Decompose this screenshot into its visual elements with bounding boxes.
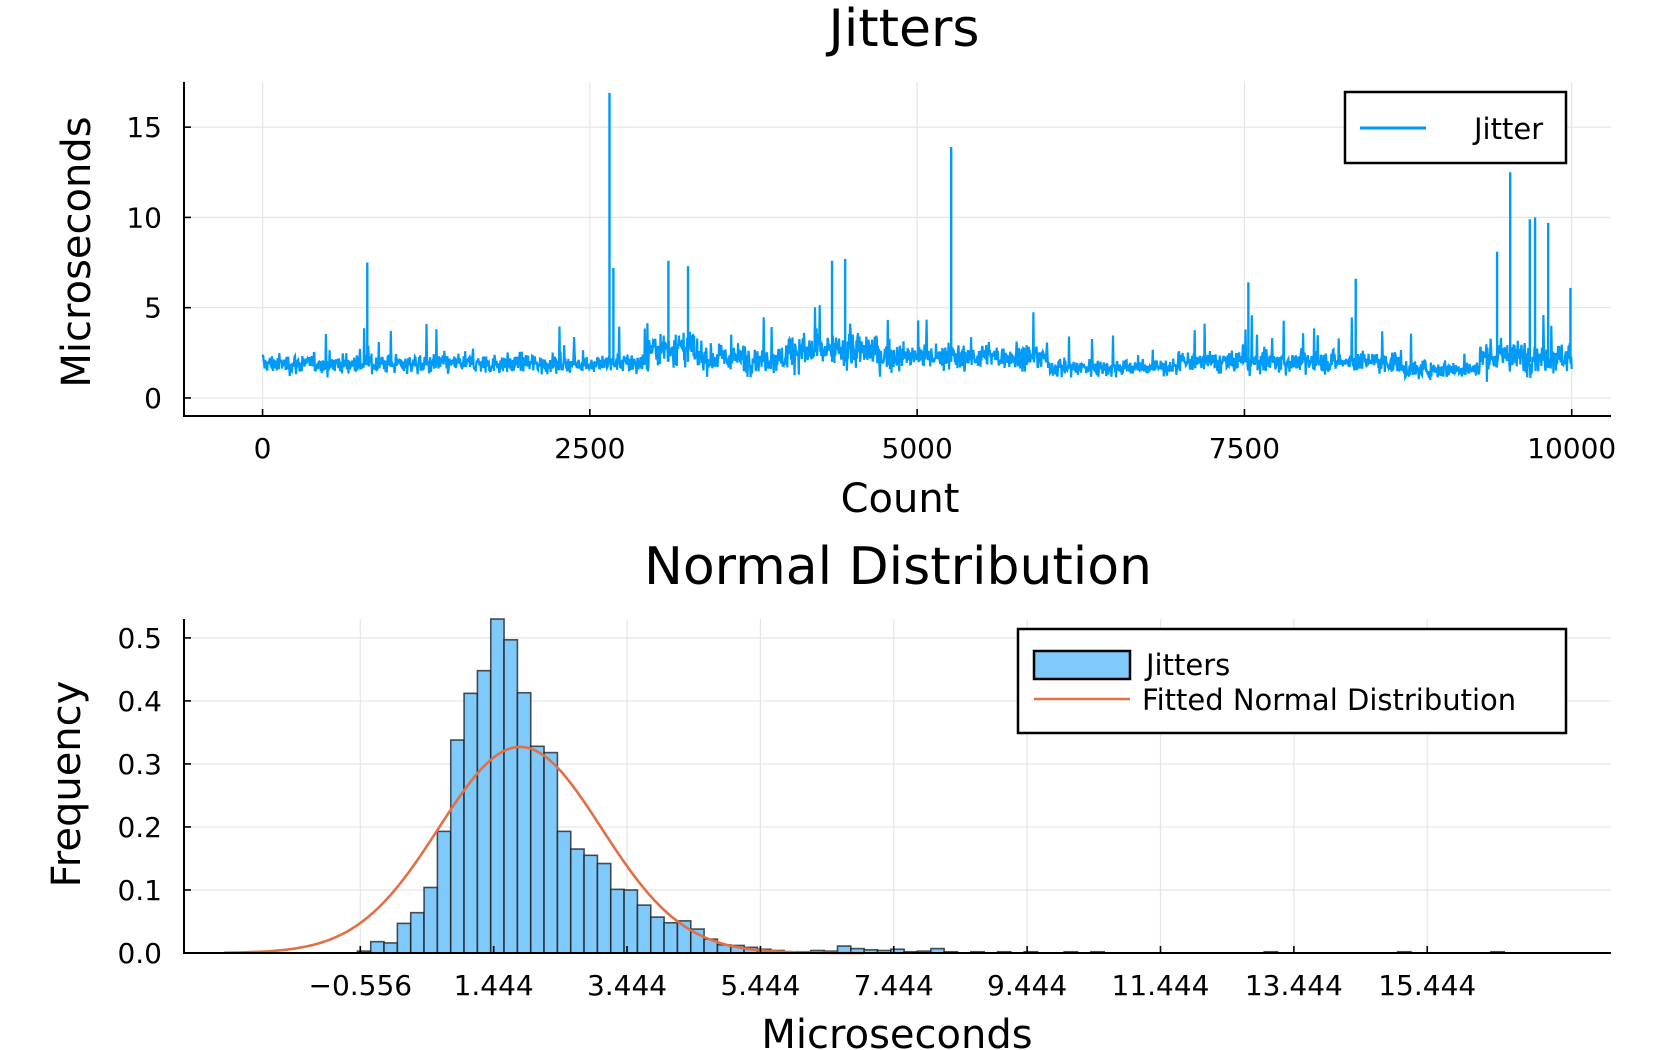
chart2-histogram-bar xyxy=(383,942,399,954)
chart2-xtick-label: 7.444 xyxy=(854,969,934,1002)
chart1-xtick-label: 10000 xyxy=(1527,432,1616,465)
chart1-ytick-label: 5 xyxy=(144,292,162,325)
chart1-ytick-label: 0 xyxy=(144,382,162,415)
chart2-histogram-bar xyxy=(596,862,612,954)
chart2-xtick-label: 15.444 xyxy=(1378,969,1476,1002)
chart1-xtick-label: 7500 xyxy=(1209,432,1280,465)
chart1-axes xyxy=(183,82,1611,417)
chart2-histogram-bar xyxy=(556,830,572,954)
chart2-histogram-bar xyxy=(529,745,545,954)
chart1-axis-lines xyxy=(183,82,1611,417)
chart2-ytick-label: 0.3 xyxy=(117,748,162,781)
chart2-histogram-bar xyxy=(463,692,479,954)
chart2-xtick-label: 11.444 xyxy=(1112,969,1210,1002)
chart2-series-fitted-normal xyxy=(224,745,865,955)
chart2-ytick-label: 0.5 xyxy=(117,622,162,655)
chart2-ylabel: Frequency xyxy=(44,681,90,888)
chart2-xlabel: Microseconds xyxy=(761,1012,1032,1050)
chart2-xtick-label: 3.444 xyxy=(587,969,667,1002)
chart2-histogram-bar xyxy=(609,888,625,954)
chart2-histogram-bar xyxy=(449,739,465,954)
chart2-histogram-bar xyxy=(663,921,679,954)
chart2-xtick-label: 1.444 xyxy=(454,969,534,1002)
chart2-histogram-bar xyxy=(583,854,599,954)
chart1-tick-labels: 0 2500 5000 7500 10000 0 5 10 15 xyxy=(126,111,1616,465)
chart1-ytick-label: 10 xyxy=(126,201,162,234)
chart1-series-jitter xyxy=(261,305,1573,382)
chart1-xtick-label: 5000 xyxy=(882,432,953,465)
chart2-legend-swatch-jitters xyxy=(1032,649,1132,681)
chart2-xtick-label: 5.444 xyxy=(720,969,800,1002)
chart1-plot-area xyxy=(261,92,1573,382)
chart2-legend: Jitters Fitted Normal Distribution xyxy=(1016,627,1568,735)
chart1-xlabel: Count xyxy=(841,476,960,522)
chart2-histogram-bar xyxy=(649,916,665,954)
chart2-title: Normal Distribution xyxy=(644,537,1152,597)
chart1-xtick-label: 2500 xyxy=(554,432,625,465)
chart1-xtick-label: 0 xyxy=(254,432,272,465)
chart2-legend-label-jitters: Jitters xyxy=(1144,648,1230,682)
chart2-histogram-bar xyxy=(396,922,412,954)
chart2-histogram-bar xyxy=(423,886,439,954)
chart2-xtick-label: 13.444 xyxy=(1245,969,1343,1002)
chart1-legend-label-jitter: Jitter xyxy=(1472,112,1543,146)
chart1-title: Jitters xyxy=(825,0,979,59)
chart2-tick-labels: −0.556 1.444 3.444 5.444 7.444 9.444 11.444 13.… xyxy=(117,622,1476,1002)
chart1-ytick-label: 15 xyxy=(126,111,162,144)
chart2-histogram-bar xyxy=(503,638,519,954)
normal-distribution-chart: Normal Distribution −0.556 1.444 3.444 5.44… xyxy=(44,537,1611,1050)
chart2-histogram-bar xyxy=(543,751,559,954)
chart2-histogram-bar xyxy=(476,669,492,954)
chart2-ytick-label: 0.0 xyxy=(117,937,162,970)
chart2-histogram-bar xyxy=(409,911,425,954)
chart1-ylabel: Microseconds xyxy=(54,116,100,387)
chart2-ytick-label: 0.4 xyxy=(117,685,162,718)
chart2-histogram-bar xyxy=(516,691,532,954)
chart2-axis-lines xyxy=(183,619,1611,954)
chart2-histogram-bar xyxy=(636,904,652,954)
chart2-histogram-bar xyxy=(369,940,385,954)
chart2-xtick-label: 9.444 xyxy=(987,969,1067,1002)
chart2-ytick-label: 0.2 xyxy=(117,811,162,844)
chart2-xtick-label: −0.556 xyxy=(308,969,412,1002)
jitters-line-chart: Jitters 0 2500 5000 7500 10000 0 5 10 15 Count M… xyxy=(54,0,1616,522)
chart2-legend-frame xyxy=(1016,627,1568,735)
chart2-histogram-bar xyxy=(489,618,505,954)
chart2-histogram-bar xyxy=(569,848,585,954)
chart2-ytick-label: 0.1 xyxy=(117,874,162,907)
chart2-histogram-bar xyxy=(436,830,452,954)
chart2-histogram-bar xyxy=(623,889,639,954)
chart2-legend-label-fitted: Fitted Normal Distribution xyxy=(1142,683,1516,717)
chart2-axes xyxy=(183,619,1611,954)
chart1-legend: Jitter xyxy=(1343,90,1568,165)
